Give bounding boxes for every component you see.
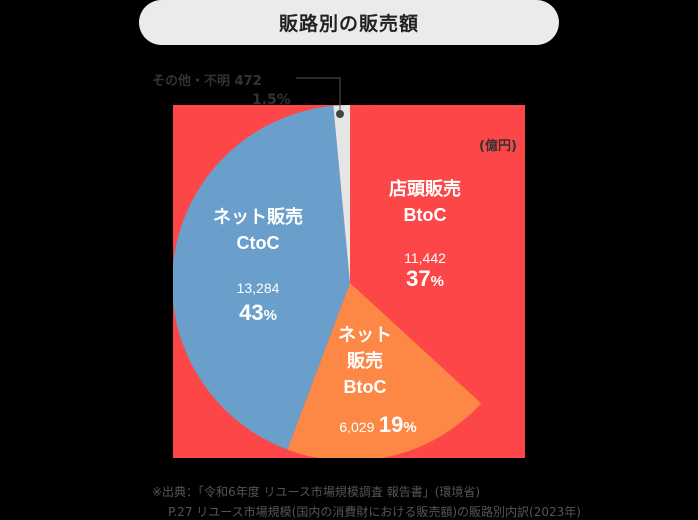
slice-percent: 37%: [406, 266, 444, 291]
unit-label: (億円): [479, 139, 517, 154]
slice-value: 13,284: [236, 280, 280, 296]
slice-label-net-btoc: ネット 販売 BtoC: [320, 322, 410, 400]
leader-dot: [336, 110, 344, 118]
pie-slice: [287, 283, 482, 458]
pie-slice: [333, 105, 350, 283]
other-percent: 1.5%: [252, 92, 291, 108]
slice-value-net-btoc: 6,029 19%: [318, 412, 438, 438]
pie-slice: [173, 105, 350, 450]
category-name-2: 販売: [347, 351, 383, 371]
chart-title: 販路別の販売額: [278, 13, 419, 35]
pie-slice: [350, 105, 525, 404]
footnote-detail: P.27 リユース市場規模(国内の消費財における販売額)の販路別内訳(2023年…: [168, 505, 581, 519]
slice-percent: 19%: [378, 412, 417, 437]
leader-line: [296, 77, 341, 114]
category-type: BtoC: [403, 205, 447, 225]
category-name-1: ネット: [338, 325, 392, 345]
category-type: CtoC: [236, 233, 280, 253]
category-name: 店頭販売: [389, 179, 461, 199]
slice-label-store-btoc: 店頭販売 BtoC 11,442 37%: [370, 176, 480, 292]
footnote-source: ※出典：「令和6年度 リユース市場規模調査 報告書」(環境省): [152, 485, 481, 499]
slice-value: 11,442: [404, 250, 446, 266]
slice-label-net-ctoc: ネット販売 CtoC 13,284 43%: [198, 204, 318, 326]
slice-percent: 43%: [239, 300, 277, 325]
category-type: BtoC: [343, 377, 387, 397]
title-pill: 販路別の販売額: [139, 0, 559, 45]
slice-value: 6,029: [339, 419, 375, 435]
category-name: ネット販売: [213, 207, 303, 227]
other-label: その他・不明 472: [152, 74, 262, 89]
